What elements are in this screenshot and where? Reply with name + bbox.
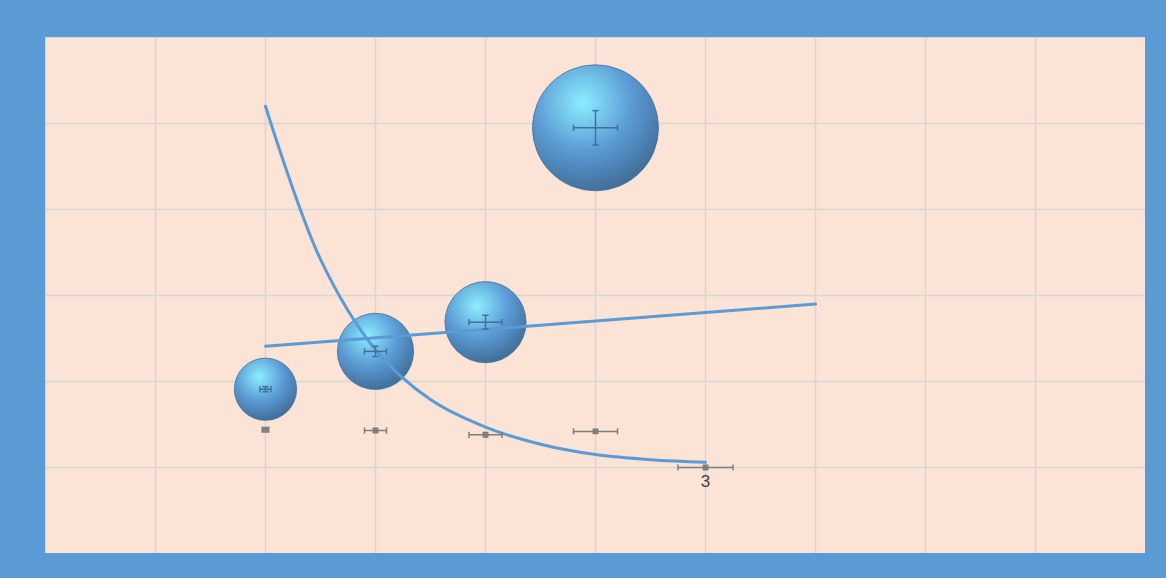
svg-text:3: 3 bbox=[701, 472, 710, 491]
